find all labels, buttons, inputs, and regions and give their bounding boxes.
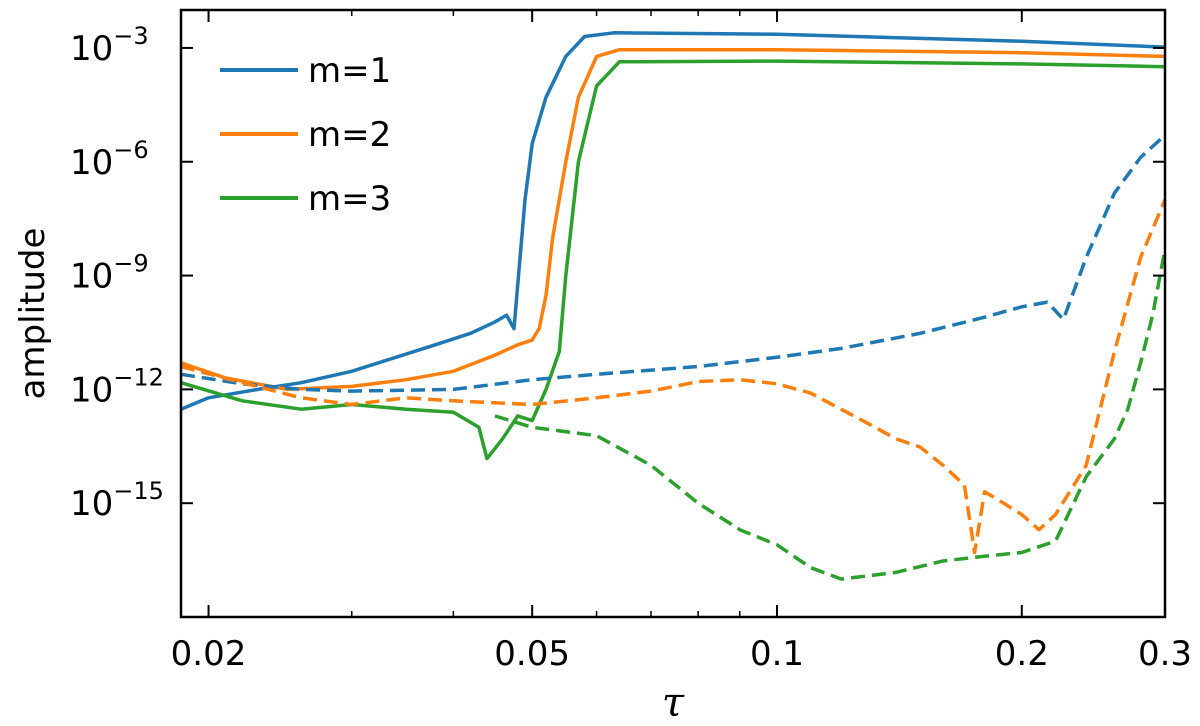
series-line-5 <box>180 199 1167 555</box>
x-tick-label: 0.02 <box>171 634 247 674</box>
y-axis-label: amplitude <box>13 228 53 400</box>
y-tick-base: 10 <box>70 143 113 183</box>
y-tick-label: 10−9 <box>70 250 149 297</box>
y-tick-exponent: −12 <box>113 363 164 391</box>
legend: m=1 m=2 m=3 <box>220 51 391 219</box>
y-tick-label: 10−3 <box>70 22 149 69</box>
legend-label: m=1 <box>308 51 391 91</box>
legend-label: m=3 <box>308 179 391 219</box>
x-tick-label: 0.05 <box>494 634 570 674</box>
y-tick-label: 10−6 <box>70 136 149 183</box>
x-tick-label: 0.2 <box>995 634 1049 674</box>
y-tick-exponent: −9 <box>113 250 148 278</box>
x-axis-label: τ <box>662 680 685 726</box>
series-line-3 <box>180 59 1166 461</box>
y-tick-exponent: −15 <box>113 477 164 505</box>
legend-label: m=2 <box>308 115 391 155</box>
series-line-2 <box>180 47 1166 392</box>
series-line-1 <box>180 31 1166 411</box>
x-tick-label: 0.3 <box>1138 634 1192 674</box>
y-tick-label: 10−15 <box>70 477 164 524</box>
plot-frame <box>179 8 1167 619</box>
y-tick-base: 10 <box>70 257 113 297</box>
x-tick-label: 0.1 <box>750 634 804 674</box>
series-line-4 <box>180 133 1167 393</box>
y-tick-base: 10 <box>70 29 113 69</box>
y-tick-exponent: −6 <box>113 136 148 164</box>
series-layer <box>180 31 1167 581</box>
y-tick-label: 10−12 <box>70 363 164 410</box>
y-tick-exponent: −3 <box>113 22 148 50</box>
y-tick-base: 10 <box>70 484 113 524</box>
y-tick-base: 10 <box>70 370 113 410</box>
series-line-6 <box>494 248 1167 581</box>
